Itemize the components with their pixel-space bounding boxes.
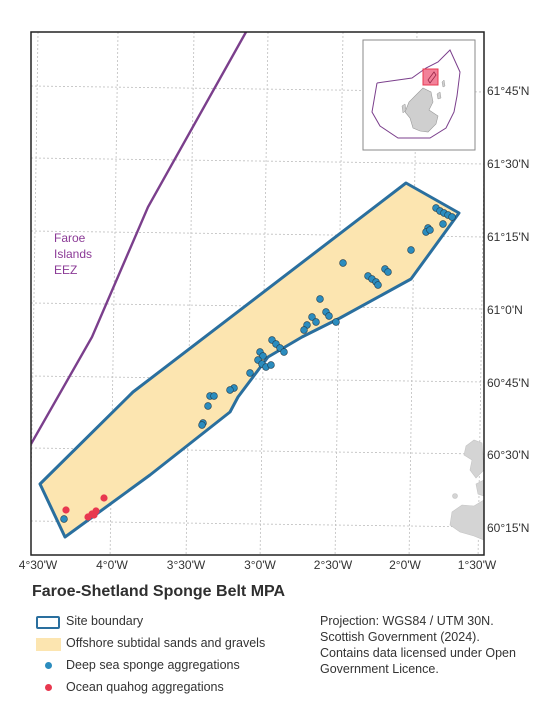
sponge-aggregation-marker (210, 392, 218, 400)
sponge-aggregation-marker (439, 220, 447, 228)
graticule-meridian (185, 32, 195, 555)
graticule-parallel (31, 375, 484, 383)
legend-label: Site boundary (66, 614, 144, 628)
sands-swatch-icon (36, 638, 61, 651)
sponge-markers (60, 204, 456, 523)
map-frame-border (30, 31, 485, 556)
legend-item-sponge: Deep sea sponge aggregations (36, 657, 326, 679)
site-boundary-polygon (38, 181, 461, 539)
eez-boundary-line (31, 32, 248, 445)
inset-scotland-land (404, 87, 439, 133)
graticule-parallel (31, 302, 484, 310)
eez-label-line: Faroe (54, 231, 86, 245)
sponge-aggregation-marker (312, 318, 320, 326)
sponge-aggregation-marker (325, 312, 333, 320)
inset-islands (401, 79, 446, 114)
lon-tick-label: 1°30'W (458, 558, 497, 572)
lat-tick-label: 61°30'N (487, 157, 529, 171)
sponge-aggregation-marker (426, 226, 434, 234)
legend-item-boundary: Site boundary (36, 613, 326, 635)
sponge-aggregation-marker (226, 386, 234, 394)
inset-site-outline (427, 71, 437, 84)
longitude-labels: 4°30'W 4°0'W 3°30'W 3°0'W 2°30'W 2°0'W 1… (19, 558, 497, 572)
lon-tick-label: 2°0'W (389, 558, 421, 572)
lat-tick-label: 60°30'N (487, 448, 529, 462)
quahog-aggregation-marker (84, 513, 92, 521)
sponge-aggregation-marker (339, 259, 347, 267)
sponge-aggregation-marker (204, 402, 212, 410)
quahog-aggregation-marker (90, 511, 98, 519)
quahog-aggregation-marker (62, 506, 70, 514)
lat-tick-label: 61°0'N (487, 303, 523, 317)
sponge-aggregation-marker (374, 281, 382, 289)
lat-tick-label: 61°45'N (487, 84, 529, 98)
lon-tick-label: 4°0'W (96, 558, 128, 572)
eez-label: Faroe Islands EEZ (54, 231, 92, 277)
sponge-dot-icon (45, 662, 52, 669)
shetland-land (449, 439, 484, 541)
latitude-labels: 61°45'N 61°30'N 61°15'N 61°0'N 60°45'N 6… (487, 84, 529, 535)
lat-tick-label: 60°15'N (487, 521, 529, 535)
quahog-markers (62, 494, 108, 521)
legend-item-quahog: Ocean quahog aggregations (36, 679, 326, 701)
legend-label: Offshore subtidal sands and gravels (66, 636, 266, 650)
sponge-aggregation-marker (60, 515, 68, 523)
legend-item-sands: Offshore subtidal sands and gravels (36, 635, 326, 657)
legend: Site boundary Offshore subtidal sands an… (36, 613, 326, 701)
sponge-aggregation-marker (332, 318, 340, 326)
lon-tick-label: 2°30'W (314, 558, 353, 572)
map-title: Faroe-Shetland Sponge Belt MPA (32, 583, 286, 600)
lat-tick-label: 61°15'N (487, 230, 529, 244)
sponge-aggregation-marker (280, 348, 288, 356)
sponge-aggregation-marker (300, 326, 308, 334)
quahog-aggregation-marker (100, 494, 108, 502)
sponge-aggregation-marker (198, 421, 206, 429)
boundary-swatch-icon (36, 616, 60, 629)
legend-label: Deep sea sponge aggregations (66, 658, 240, 672)
sponge-aggregation-marker (267, 361, 275, 369)
quahog-dot-icon (45, 684, 52, 691)
sponge-aggregation-marker (308, 313, 316, 321)
graticule-parallel (31, 157, 484, 165)
inset-locator-map (362, 39, 476, 151)
sponge-aggregation-marker (246, 369, 254, 377)
graticule-parallel (31, 447, 484, 455)
legend-label: Ocean quahog aggregations (66, 680, 224, 694)
sponge-aggregation-marker (259, 352, 267, 360)
sponge-aggregation-marker (407, 246, 415, 254)
lon-tick-label: 3°30'W (167, 558, 206, 572)
lon-tick-label: 3°0'W (244, 558, 276, 572)
sponge-aggregation-marker (384, 268, 392, 276)
eez-label-line: EEZ (54, 263, 77, 277)
projection-credit: Projection: WGS84 / UTM 30N. Scottish Go… (320, 614, 516, 676)
sponge-aggregation-marker (316, 295, 324, 303)
lon-tick-label: 4°30'W (19, 558, 58, 572)
eez-label-line: Islands (54, 247, 92, 261)
graticule-parallel (31, 520, 484, 528)
sponge-aggregation-marker (448, 213, 456, 221)
inset-eez-outline (371, 49, 461, 139)
lat-tick-label: 60°45'N (487, 376, 529, 390)
